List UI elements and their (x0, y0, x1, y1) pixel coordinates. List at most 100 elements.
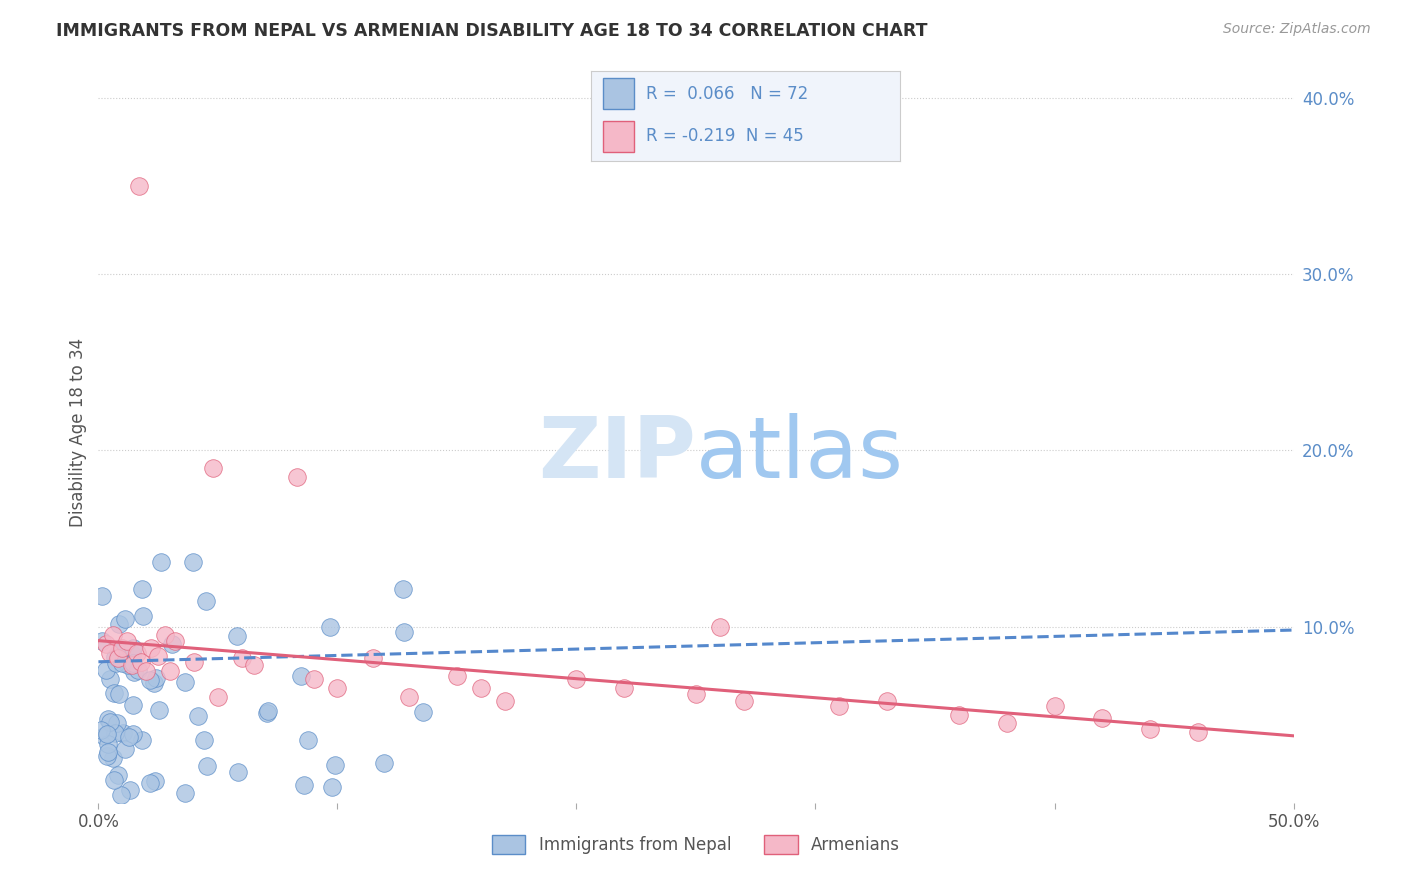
Point (225, 629, 247, 643)
Point (1187, 725, 1209, 739)
Point (148, 703, 170, 717)
FancyBboxPatch shape (603, 78, 634, 109)
Point (90, 723, 112, 737)
Point (111, 726, 134, 740)
Point (256, 706, 278, 721)
Point (98, 646, 122, 660)
Point (207, 690, 229, 704)
FancyBboxPatch shape (603, 121, 634, 152)
Point (202, 461, 225, 475)
Point (446, 669, 468, 683)
Point (565, 673, 588, 687)
Point (323, 757, 346, 772)
Point (173, 786, 195, 800)
Point (122, 656, 145, 670)
Point (145, 671, 167, 685)
Point (111, 640, 134, 655)
Point (111, 642, 134, 657)
Text: R = -0.219  N = 45: R = -0.219 N = 45 (647, 128, 804, 145)
Point (392, 624, 415, 639)
Legend: Immigrants from Nepal, Armenians: Immigrants from Nepal, Armenians (485, 829, 907, 861)
Point (285, 469, 308, 483)
Point (139, 776, 162, 790)
Point (108, 688, 131, 702)
Y-axis label: Disability Age 18 to 34: Disability Age 18 to 34 (69, 338, 87, 527)
Point (115, 633, 138, 648)
Point (174, 674, 197, 689)
Point (193, 733, 215, 747)
Point (108, 616, 131, 631)
Point (101, 628, 124, 642)
Point (107, 651, 129, 665)
Point (685, 686, 707, 700)
Point (122, 698, 145, 713)
Point (97, 712, 120, 726)
Point (398, 690, 420, 704)
Point (91, 589, 114, 603)
Text: Source: ZipAtlas.com: Source: ZipAtlas.com (1223, 22, 1371, 37)
Point (160, 637, 183, 651)
Point (613, 681, 636, 696)
Point (97, 745, 120, 759)
Point (995, 716, 1018, 731)
Point (94, 663, 117, 677)
Point (363, 651, 385, 665)
Point (194, 594, 217, 608)
Point (103, 685, 125, 699)
Point (187, 708, 209, 723)
Point (876, 693, 898, 707)
Point (91, 634, 114, 648)
Point (391, 582, 413, 596)
Point (96, 748, 118, 763)
Point (114, 611, 136, 625)
Point (107, 768, 129, 782)
Point (321, 780, 343, 794)
Point (412, 705, 434, 719)
Point (98, 672, 121, 686)
Point (948, 707, 970, 722)
Text: atlas: atlas (696, 413, 904, 496)
Point (373, 756, 395, 770)
Point (93, 729, 115, 743)
Point (297, 733, 319, 747)
Point (139, 640, 162, 655)
Point (131, 582, 153, 596)
Point (118, 730, 141, 744)
Point (1139, 722, 1161, 736)
Point (96, 727, 118, 741)
Point (135, 664, 157, 678)
Point (117, 658, 139, 673)
Point (709, 619, 731, 633)
Point (121, 647, 143, 661)
Point (733, 693, 755, 707)
Point (181, 556, 204, 570)
Point (111, 646, 134, 660)
Point (148, 649, 170, 664)
Point (150, 555, 173, 569)
Point (105, 656, 128, 670)
Point (131, 732, 153, 747)
Point (94, 637, 117, 651)
Point (494, 693, 516, 707)
Point (127, 663, 149, 677)
Point (122, 665, 145, 679)
Point (97, 737, 120, 751)
Point (1091, 711, 1114, 725)
Point (110, 788, 132, 802)
Point (159, 664, 181, 678)
Point (121, 640, 143, 655)
Point (98, 714, 121, 729)
Point (828, 698, 851, 713)
Point (163, 633, 186, 648)
Point (1043, 698, 1066, 713)
Point (142, 675, 165, 690)
Point (226, 764, 249, 779)
Point (195, 759, 218, 773)
Point (111, 656, 134, 670)
Point (183, 655, 205, 669)
Point (105, 716, 128, 731)
Point (290, 669, 312, 683)
Point (120, 783, 142, 797)
Point (128, 178, 150, 193)
Text: R =  0.066   N = 72: R = 0.066 N = 72 (647, 85, 808, 103)
